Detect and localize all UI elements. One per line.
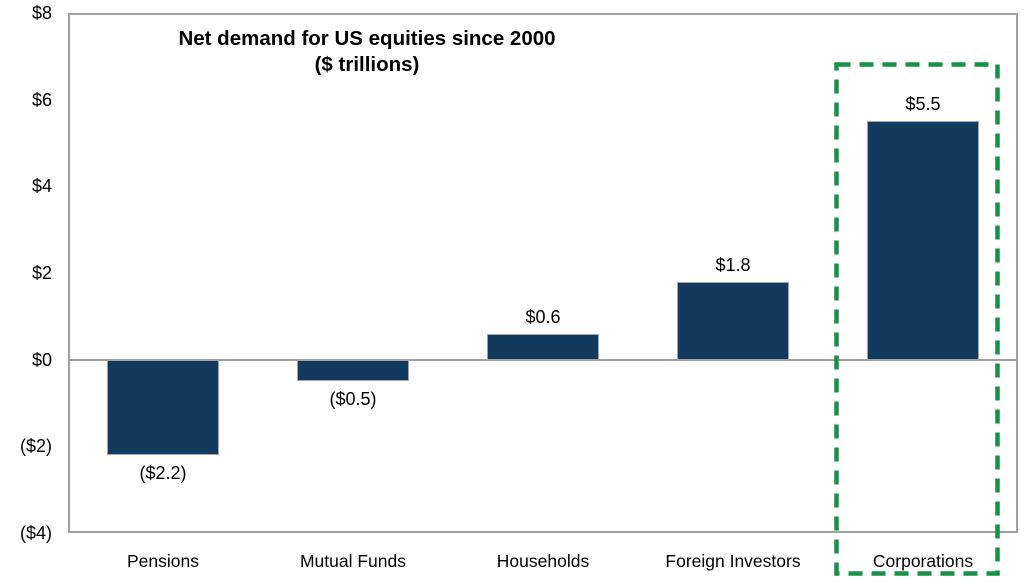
- bar-value-label: ($2.2): [139, 463, 187, 483]
- bar-value-label: $1.8: [715, 254, 751, 275]
- y-tick-label: $8: [31, 3, 52, 23]
- y-tick-label: $0: [31, 349, 52, 370]
- y-tick-label: ($2): [19, 436, 52, 457]
- category-label: Pensions: [127, 551, 199, 571]
- category-label: Foreign Investors: [665, 551, 801, 571]
- bar: [487, 333, 599, 360]
- bar: [107, 359, 219, 455]
- y-tick-label: $6: [31, 89, 52, 110]
- bar: [297, 359, 409, 382]
- chart-title: Net demand for US equities since 2000 ($ …: [70, 26, 664, 78]
- category-label: Mutual Funds: [299, 551, 407, 571]
- y-tick-label: $4: [31, 176, 52, 197]
- chart-title-line1: Net demand for US equities since 2000: [178, 27, 556, 50]
- y-tick-label: $2: [31, 263, 52, 283]
- zero-axis-line: [68, 358, 1018, 361]
- y-tick-label: ($4): [19, 523, 52, 543]
- bar: [677, 281, 789, 360]
- category-label: Households: [496, 551, 590, 571]
- bar-value-label: $0.6: [525, 306, 561, 327]
- bar-value-label: $5.5: [905, 94, 941, 115]
- bar: [867, 121, 979, 360]
- category-label: Corporations: [872, 551, 974, 571]
- chart-subtitle: ($ trillions): [314, 53, 420, 76]
- bar-value-label: ($0.5): [329, 389, 377, 410]
